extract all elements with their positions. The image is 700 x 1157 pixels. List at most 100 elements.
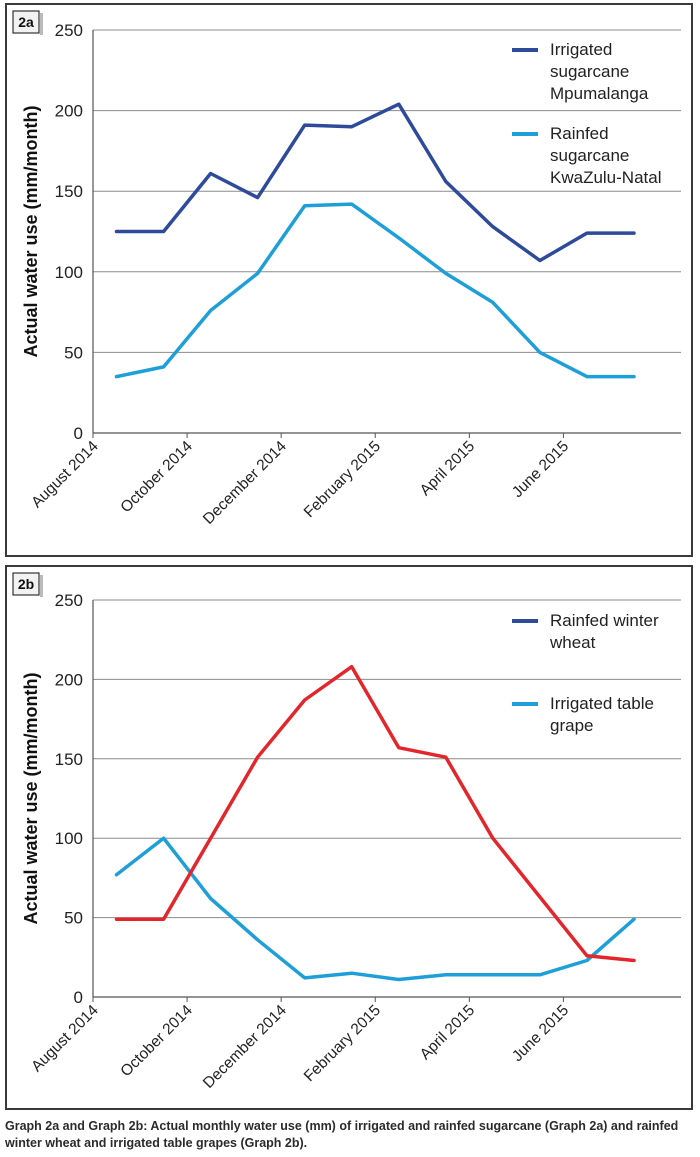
data-point <box>491 225 495 228</box>
data-point <box>350 665 353 668</box>
data-point <box>585 959 589 962</box>
chart-2a: 0 50 100 150 200 250 August 2014 October 2014 De… <box>12 10 681 528</box>
legend-label: Rainfed <box>550 124 609 143</box>
series-line-1 <box>114 836 636 982</box>
data-point <box>350 125 353 128</box>
data-point <box>115 230 118 233</box>
data-point <box>538 973 542 976</box>
x-tick-label: February 2015 <box>301 1002 384 1085</box>
y-tick-label: 0 <box>74 988 83 1007</box>
data-point <box>162 230 165 233</box>
legend-label: Rainfed winter <box>550 611 659 630</box>
y-tick-label: 150 <box>55 182 83 201</box>
panel-label: 2b <box>18 576 34 592</box>
chart-2b: 0 50 100 150 200 250 August 2014 October 2014 De… <box>12 572 681 1092</box>
data-point <box>585 954 589 957</box>
data-point <box>444 180 447 183</box>
data-point <box>303 204 306 207</box>
panel-label: 2a <box>18 14 34 30</box>
data-point <box>350 971 353 975</box>
data-point <box>585 231 589 235</box>
x-tick-label: October 2014 <box>117 438 196 517</box>
data-point <box>444 272 447 275</box>
x-tick-label: October 2014 <box>117 1002 196 1081</box>
data-point <box>162 837 165 840</box>
legend-label: KwaZulu-Natal <box>550 168 662 187</box>
x-tick-label: August 2014 <box>28 438 102 512</box>
y-tick-label: 150 <box>55 750 83 769</box>
series-line-0 <box>114 102 636 263</box>
data-point <box>115 873 118 876</box>
x-tick-label: February 2015 <box>301 438 384 521</box>
data-point <box>585 375 589 378</box>
data-point <box>491 837 495 840</box>
legend-label: Irrigated <box>550 40 612 59</box>
data-point <box>491 973 495 976</box>
legend-label: Mpumalanga <box>550 84 649 103</box>
data-point <box>303 123 306 127</box>
data-point <box>491 301 495 304</box>
y-tick-label: 250 <box>55 591 83 610</box>
data-point <box>209 172 212 175</box>
legend-label: sugarcane <box>550 62 629 81</box>
data-point <box>397 978 400 981</box>
data-point <box>303 976 306 980</box>
legend-label: grape <box>550 716 593 735</box>
data-point <box>444 756 447 759</box>
y-tick-label: 100 <box>55 829 83 848</box>
data-point <box>632 917 636 921</box>
panel-label-shadow <box>40 13 43 35</box>
x-tick-label: June 2015 <box>509 1002 572 1065</box>
data-point <box>350 202 353 206</box>
data-point <box>209 897 212 900</box>
y-tick-label: 0 <box>74 424 83 443</box>
data-point <box>256 272 259 275</box>
x-tick-label: April 2015 <box>417 438 478 499</box>
data-point <box>444 973 447 976</box>
y-tick-label: 200 <box>55 670 83 689</box>
data-point <box>538 895 542 899</box>
data-point <box>115 917 118 921</box>
data-point <box>256 196 259 199</box>
y-tick-label: 50 <box>64 909 83 928</box>
data-point <box>209 309 212 312</box>
data-point <box>303 698 306 702</box>
panel-label-box <box>12 10 40 34</box>
series-line-2 <box>114 664 636 963</box>
data-point <box>397 102 400 106</box>
legend-label: sugarcane <box>550 146 629 165</box>
data-point <box>162 365 165 369</box>
data-point <box>162 917 165 921</box>
y-tick-label: 250 <box>55 21 83 40</box>
data-point <box>632 375 636 378</box>
y-tick-label: 100 <box>55 263 83 282</box>
legend-label: wheat <box>549 633 596 652</box>
data-point <box>397 746 400 749</box>
legend-label: Irrigated table <box>550 694 654 713</box>
x-tick-label: April 2015 <box>417 1002 478 1063</box>
data-point <box>397 236 400 240</box>
y-axis-label: Actual water use (mm/month) <box>21 105 41 357</box>
y-tick-label: 50 <box>64 343 83 362</box>
chart-panel-2b: 0 50 100 150 200 250 August 2014 October 2014 De… <box>5 565 693 1110</box>
series-line-1 <box>114 202 636 379</box>
y-axis-label: Actual water use (mm/month) <box>21 672 41 924</box>
data-point <box>632 959 636 962</box>
figure-caption: Graph 2a and Graph 2b: Actual monthly wa… <box>5 1119 679 1150</box>
data-point <box>256 938 259 942</box>
data-point <box>632 231 636 235</box>
y-tick-label: 200 <box>55 102 83 121</box>
data-point <box>256 756 259 759</box>
panel-label-box <box>12 572 40 596</box>
chart-panel-2a: 0 50 100 150 200 250 August 2014 October 2014 De… <box>5 3 693 557</box>
x-tick-label: December 2014 <box>200 438 290 528</box>
x-tick-label: June 2015 <box>509 438 572 501</box>
data-point <box>538 351 542 354</box>
chart-2b-group: 0 50 100 150 200 250 August 2014 October 2014 De… <box>12 572 681 1092</box>
data-point <box>115 375 118 378</box>
data-point <box>538 259 542 262</box>
x-tick-label: August 2014 <box>28 1002 102 1076</box>
x-tick-label: December 2014 <box>200 1002 290 1092</box>
data-point <box>209 837 212 840</box>
panel-label-shadow <box>40 575 43 597</box>
